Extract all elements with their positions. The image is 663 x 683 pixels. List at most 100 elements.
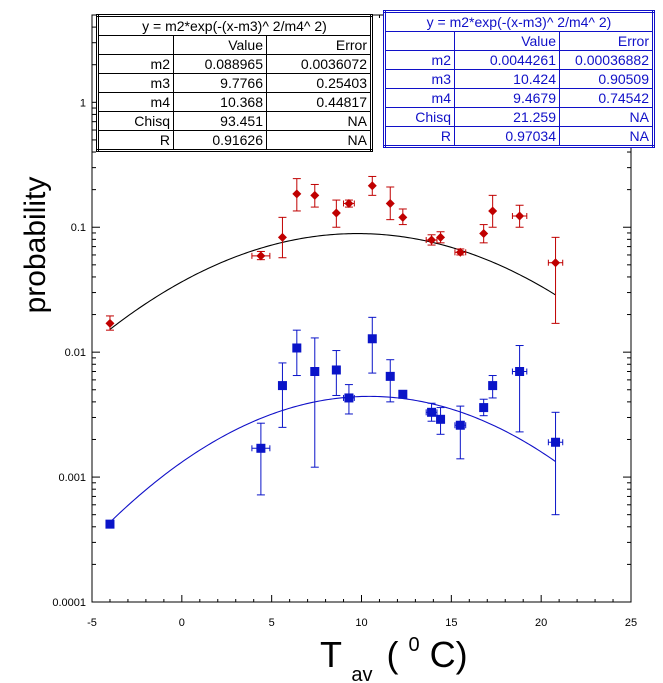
diamond-marker (551, 258, 561, 268)
x-tick-label: 10 (355, 617, 367, 629)
fit-table-blue-series: y = m2*exp(-(x-m3)^ 2/m4^ 2) Value Error… (383, 10, 655, 148)
data-point (331, 199, 341, 228)
square-marker (479, 403, 489, 413)
diamond-marker (479, 229, 489, 239)
diamond-marker (455, 247, 465, 257)
square-marker (551, 437, 561, 447)
data-point (385, 359, 395, 403)
y-axis-label: probability (19, 177, 52, 314)
square-marker (292, 343, 302, 353)
column-header-value: Value (173, 35, 267, 55)
param-name: m3 (384, 69, 455, 89)
y-tick-label: 0.01 (65, 347, 86, 359)
x-axis-label: T av ( 0 C) (320, 618, 468, 683)
param-error: NA (266, 111, 372, 131)
x-tick-label: 15 (445, 617, 457, 629)
data-point (331, 350, 341, 396)
x-tick-label: -5 (87, 617, 97, 629)
x-axis-label-open-paren: ( (387, 634, 399, 675)
data-point (367, 316, 377, 374)
x-tick-label: 5 (269, 617, 275, 629)
y-tick-label: 1 (80, 97, 86, 109)
param-name: Chisq (384, 107, 455, 127)
diamond-marker (515, 211, 525, 221)
square-marker (385, 371, 395, 381)
param-value: 0.91626 (173, 130, 267, 151)
data-point (277, 362, 287, 428)
param-value: 10.424 (454, 69, 560, 89)
column-header-error: Error (266, 35, 372, 55)
param-value: 0.088965 (173, 54, 267, 74)
x-axis-label-unit: C) (430, 634, 468, 675)
diamond-marker (105, 318, 115, 328)
data-point (547, 411, 564, 516)
diamond-marker (277, 232, 287, 242)
x-tick-label: 20 (535, 617, 547, 629)
axis-ticks: -5 0 5 10 15 20 25 0.0001 0.001 0.01 0.1 1 (52, 15, 637, 629)
square-marker (367, 334, 377, 344)
param-value: 0.0044261 (454, 50, 560, 70)
param-error: 0.25403 (266, 73, 372, 93)
param-value: 0.97034 (454, 126, 560, 147)
fit-curves (109, 233, 556, 523)
fit-curve-blue (109, 395, 556, 523)
param-name: m2 (97, 54, 174, 74)
data-point (105, 315, 115, 331)
data-point (398, 208, 408, 226)
param-value: 9.4679 (454, 88, 560, 108)
data-point (511, 204, 528, 228)
data-point (425, 234, 438, 246)
data-point (454, 405, 467, 460)
data-point (425, 402, 438, 422)
square-marker (455, 420, 465, 430)
square-marker (436, 414, 446, 424)
table-row: Chisq 21.259 NA (384, 107, 654, 127)
fit-equation: y = m2*exp(-(x-m3)^ 2/m4^ 2) (97, 15, 372, 36)
x-tick-label: 0 (179, 617, 185, 629)
table-row: m4 10.368 0.44817 (97, 92, 372, 112)
table-row: m2 0.088965 0.0036072 (97, 54, 372, 74)
data-point (454, 247, 467, 257)
square-marker (515, 367, 525, 377)
table-row: R 0.97034 NA (384, 126, 654, 147)
param-name: m4 (97, 92, 174, 112)
data-points (105, 175, 564, 529)
diamond-marker (344, 198, 354, 208)
square-marker (398, 389, 408, 399)
param-name: m3 (97, 73, 174, 93)
param-error: 0.00036882 (559, 50, 654, 70)
y-tick-label: 0.1 (71, 222, 86, 234)
square-marker (331, 365, 341, 375)
column-header-value: Value (454, 31, 560, 51)
diamond-marker (367, 181, 377, 191)
diamond-marker (385, 198, 395, 208)
table-row: m3 9.7766 0.25403 (97, 73, 372, 93)
data-point (479, 398, 489, 417)
square-marker (277, 381, 287, 391)
square-marker (105, 519, 115, 529)
param-value: 9.7766 (173, 73, 267, 93)
diamond-marker (331, 208, 341, 218)
param-value: 93.451 (173, 111, 267, 131)
fit-curve-red (109, 233, 556, 330)
param-value: 21.259 (454, 107, 560, 127)
square-marker (427, 407, 437, 417)
param-name: m2 (384, 50, 455, 70)
x-tick-label: 25 (625, 617, 637, 629)
fit-table-red-series: y = m2*exp(-(x-m3)^ 2/m4^ 2) Value Error… (96, 14, 373, 152)
data-point (251, 250, 271, 261)
param-name: R (97, 130, 174, 151)
square-marker (256, 443, 266, 453)
param-error: 0.90509 (559, 69, 654, 89)
diamond-marker (398, 212, 408, 222)
data-point (479, 224, 489, 244)
table-row: m4 9.4679 0.74542 (384, 88, 654, 108)
table-row: m2 0.0044261 0.00036882 (384, 50, 654, 70)
data-point (292, 178, 302, 212)
data-point (292, 329, 302, 377)
header-blank-cell (97, 35, 174, 55)
param-name: Chisq (97, 111, 174, 131)
diamond-marker (427, 235, 437, 245)
table-row: m3 10.424 0.90509 (384, 69, 654, 89)
